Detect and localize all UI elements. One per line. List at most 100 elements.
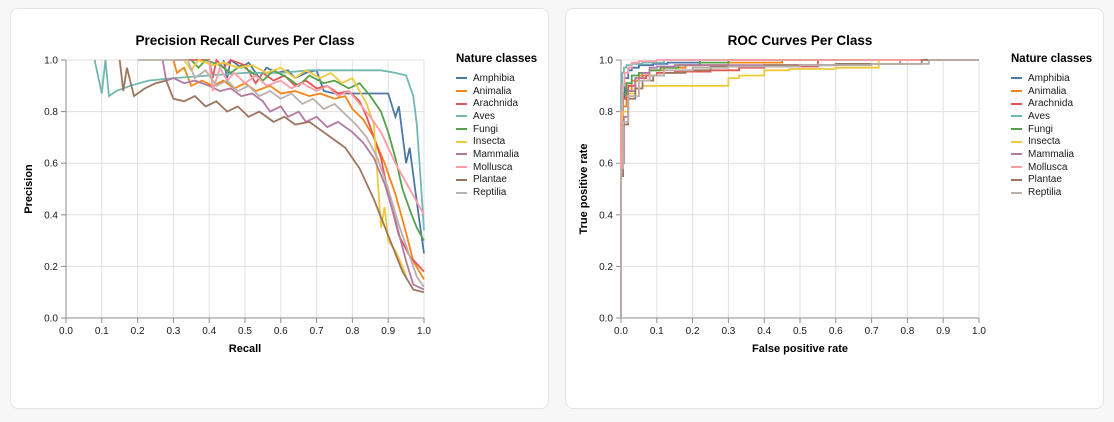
legend-label: Reptilia <box>473 187 507 199</box>
legend-swatch-icon <box>1011 178 1022 181</box>
legend-swatch-icon <box>456 128 467 131</box>
y-tick-label: 0.0 <box>599 314 613 325</box>
y-tick-label: 1.0 <box>599 56 613 67</box>
series-line-mollusca <box>620 59 979 318</box>
precision-recall-chart-card: Precision Recall Curves Per Class Precis… <box>10 8 549 409</box>
legend-item-mollusca: Mollusca <box>1011 161 1103 174</box>
legend-swatch-icon <box>456 178 467 181</box>
x-tick-label: 0.6 <box>829 326 843 337</box>
pr-chart-title: Precision Recall Curves Per Class <box>135 33 355 48</box>
x-tick-label: 0.4 <box>757 326 771 337</box>
x-tick-label: 0.7 <box>310 326 324 337</box>
legend-label: Aves <box>1028 110 1051 122</box>
legend-label: Amphibia <box>473 72 515 84</box>
legend-label: Amphibia <box>1028 72 1070 84</box>
series-line-reptilia <box>137 59 425 288</box>
legend-item-fungi: Fungi <box>1011 123 1103 136</box>
legend-swatch-icon <box>456 191 467 194</box>
legend-swatch-icon <box>456 115 467 118</box>
series-line-fungi <box>190 58 425 242</box>
y-tick-label: 0.6 <box>599 159 613 170</box>
x-tick-label: 0.5 <box>238 326 252 337</box>
legend-label: Mammalia <box>1028 148 1075 160</box>
y-tick-label: 0.4 <box>44 210 58 221</box>
y-tick-label: 0.8 <box>44 107 58 118</box>
roc-legend-items: Amphibia Animalia Arachnida Aves Fungi Insect… <box>1011 72 1103 199</box>
legend-swatch-icon <box>456 166 467 169</box>
legend-label: Fungi <box>1028 123 1054 135</box>
legend-item-mammalia: Mammalia <box>456 148 548 161</box>
legend-item-amphibia: Amphibia <box>1011 72 1103 85</box>
legend-label: Insecta <box>1028 136 1061 148</box>
legend-swatch-icon <box>1011 90 1022 93</box>
legend-swatch-icon <box>456 77 467 80</box>
legend-swatch-icon <box>1011 140 1022 143</box>
roc-legend: Nature classes Amphibia Animalia Arachnida… <box>1011 53 1103 199</box>
x-tick-label: 0.4 <box>202 326 216 337</box>
legend-item-reptilia: Reptilia <box>456 186 548 199</box>
legend-item-mollusca: Mollusca <box>456 161 548 174</box>
legend-item-insecta: Insecta <box>1011 135 1103 148</box>
series-line-mammalia <box>161 59 425 291</box>
legend-label: Mollusca <box>473 161 513 173</box>
series-line-insecta <box>183 58 407 277</box>
legend-item-animalia: Animalia <box>1011 85 1103 98</box>
legend-label: Insecta <box>473 136 506 148</box>
legend-swatch-icon <box>1011 77 1022 80</box>
x-tick-label: 0.2 <box>131 326 145 337</box>
x-tick-label: 1.0 <box>972 326 986 337</box>
x-tick-label: 0.8 <box>900 326 914 337</box>
legend-swatch-icon <box>456 153 467 156</box>
x-tick-label: 0.1 <box>650 326 664 337</box>
legend-label: Plantae <box>473 174 507 186</box>
legend-item-reptilia: Reptilia <box>1011 186 1103 199</box>
series-line-aves <box>93 59 425 231</box>
legend-swatch-icon <box>456 90 467 93</box>
legend-label: Animalia <box>473 85 512 97</box>
legend-swatch-icon <box>1011 128 1022 131</box>
roc-chart-title: ROC Curves Per Class <box>727 33 873 48</box>
y-tick-label: 0.2 <box>599 262 613 273</box>
x-tick-label: 0.9 <box>381 326 395 337</box>
legend-swatch-icon <box>1011 166 1022 169</box>
y-tick-label: 0.8 <box>599 107 613 118</box>
pr-legend-items: Amphibia Animalia Arachnida Aves Fungi Insect… <box>456 72 548 199</box>
legend-swatch-icon <box>1011 115 1022 118</box>
legend-label: Mammalia <box>473 148 520 160</box>
chart-canvas: 0.0 0.1 0.2 0.3 0.4 0.5 0.6 0.7 0.8 0.9 1.0 0.0 0.2 0… <box>599 56 986 338</box>
x-tick-label: 0.3 <box>721 326 735 337</box>
series-line-mollusca <box>208 59 425 216</box>
roc-plot-area: 0.0 0.1 0.2 0.3 0.4 0.5 0.6 0.7 0.8 0.9 1.0 0.0 0.2 0… <box>566 9 1103 408</box>
legend-item-arachnida: Arachnida <box>456 97 548 110</box>
legend-item-aves: Aves <box>456 110 548 123</box>
x-tick-label: 0.2 <box>686 326 700 337</box>
legend-item-arachnida: Arachnida <box>1011 97 1103 110</box>
legend-label: Aves <box>473 110 496 122</box>
series-line-plantae <box>118 59 425 294</box>
series-line-aves <box>620 59 979 318</box>
legend-item-fungi: Fungi <box>456 123 548 136</box>
series-line-animalia <box>172 59 425 280</box>
pr-legend: Nature classes Amphibia Animalia Arachnida… <box>456 53 548 199</box>
pr-legend-title: Nature classes <box>456 53 538 65</box>
x-tick-label: 0.0 <box>59 326 73 337</box>
pr-x-axis-title: Recall <box>228 343 262 355</box>
y-tick-label: 0.0 <box>44 314 58 325</box>
legend-item-plantae: Plantae <box>1011 174 1103 187</box>
series-line-reptilia <box>620 59 979 318</box>
legend-swatch-icon <box>456 140 467 143</box>
x-tick-label: 0.9 <box>936 326 950 337</box>
x-tick-label: 1.0 <box>417 326 431 337</box>
legend-swatch-icon <box>456 102 467 105</box>
legend-label: Arachnida <box>1028 98 1074 110</box>
x-tick-label: 0.5 <box>793 326 807 337</box>
x-tick-label: 0.8 <box>345 326 359 337</box>
legend-item-mammalia: Mammalia <box>1011 148 1103 161</box>
legend-label: Reptilia <box>1028 187 1062 199</box>
chart-canvas: 0.0 0.1 0.2 0.3 0.4 0.5 0.6 0.7 0.8 0.9 1.0 0.0 0.2 0… <box>44 56 431 338</box>
x-tick-label: 0.3 <box>166 326 180 337</box>
x-tick-label: 0.6 <box>274 326 288 337</box>
legend-swatch-icon <box>1011 191 1022 194</box>
legend-item-plantae: Plantae <box>456 174 548 187</box>
